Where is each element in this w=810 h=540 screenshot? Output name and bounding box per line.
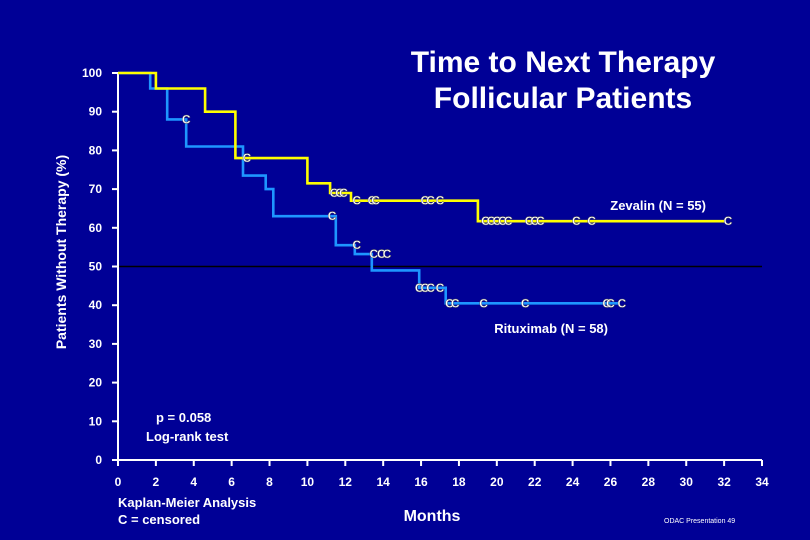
censor-mark-rituximab: C <box>479 296 488 310</box>
x-tick-label: 10 <box>301 475 315 489</box>
censor-mark-zevalin: C <box>352 194 361 208</box>
censor-mark-rituximab: C <box>602 296 611 310</box>
x-tick-label: 2 <box>153 475 160 489</box>
censor-mark-rituximab: C <box>415 281 424 295</box>
x-tick-label: 32 <box>717 475 731 489</box>
censor-mark-zevalin: C <box>572 214 581 228</box>
y-tick-label: 100 <box>82 66 102 80</box>
censor-mark-zevalin: C <box>367 194 376 208</box>
censor-mark-rituximab: C <box>242 151 251 165</box>
y-tick-label: 90 <box>89 105 103 119</box>
chart-title-line-1: Time to Next Therapy <box>411 46 716 79</box>
y-tick-label: 50 <box>89 260 103 274</box>
legend-zevalin: Zevalin (N = 55) <box>610 198 706 213</box>
x-axis-label: Months <box>404 508 461 525</box>
censor-mark-zevalin: C <box>330 186 339 200</box>
series-line-zevalin <box>118 71 725 223</box>
x-tick-label: 12 <box>339 475 353 489</box>
censor-mark-zevalin: C <box>536 214 545 228</box>
x-tick-label: 26 <box>604 475 618 489</box>
censor-mark-zevalin: C <box>339 186 348 200</box>
censor-mark-zevalin: C <box>525 214 534 228</box>
censor-mark-rituximab: C <box>421 281 430 295</box>
censor-mark-rituximab: C <box>521 296 530 310</box>
x-tick-label: 4 <box>190 475 197 489</box>
chart-title-line-2: Follicular Patients <box>434 82 692 115</box>
y-tick-label: 60 <box>89 221 103 235</box>
censor-mark-zevalin: C <box>436 194 445 208</box>
censor-mark-zevalin: C <box>426 194 435 208</box>
censor-mark-rituximab: C <box>182 112 191 126</box>
censor-mark-zevalin: C <box>421 194 430 208</box>
x-tick-label: 22 <box>528 475 542 489</box>
censor-mark-zevalin: C <box>481 214 490 228</box>
censor-mark-rituximab: C <box>328 209 337 223</box>
y-tick-label: 70 <box>89 182 103 196</box>
y-tick-label: 40 <box>89 298 103 312</box>
censor-mark-zevalin: C <box>335 186 344 200</box>
censor-mark-rituximab: C <box>377 247 386 261</box>
censor-mark-rituximab: C <box>445 296 454 310</box>
x-tick-label: 30 <box>680 475 694 489</box>
x-tick-label: 8 <box>266 475 273 489</box>
y-tick-label: 20 <box>89 376 103 390</box>
x-tick-label: 24 <box>566 475 580 489</box>
x-tick-label: 18 <box>452 475 466 489</box>
x-tick-label: 16 <box>414 475 428 489</box>
x-tick-label: 20 <box>490 475 504 489</box>
method-label: Kaplan-Meier Analysis <box>118 495 256 510</box>
x-tick-label: 6 <box>228 475 235 489</box>
censor-mark-rituximab: C <box>369 247 378 261</box>
footer-label: ODAC Presentation 49 <box>664 518 735 525</box>
x-tick-label: 14 <box>376 475 390 489</box>
censor-mark-rituximab: C <box>352 238 361 252</box>
censor-note-label: C = censored <box>118 512 200 527</box>
censor-mark-zevalin: C <box>487 214 496 228</box>
y-tick-label: 30 <box>89 337 103 351</box>
y-tick-label: 80 <box>89 143 103 157</box>
censor-mark-rituximab: C <box>451 296 460 310</box>
censor-mark-zevalin: C <box>492 214 501 228</box>
censor-mark-rituximab: C <box>426 281 435 295</box>
censor-mark-rituximab: C <box>606 296 615 310</box>
series-line-rituximab <box>118 71 620 305</box>
x-tick-label: 0 <box>115 475 122 489</box>
y-tick-label: 0 <box>95 453 102 467</box>
legend-rituximab: Rituximab (N = 58) <box>494 321 608 336</box>
censor-mark-zevalin: C <box>724 214 733 228</box>
x-tick-label: 28 <box>642 475 656 489</box>
p-value-label: p = 0.058 <box>156 410 211 425</box>
censor-mark-zevalin: C <box>371 194 380 208</box>
censor-mark-zevalin: C <box>530 214 539 228</box>
y-axis-label: Patients Without Therapy (%) <box>53 155 69 349</box>
censor-mark-rituximab: C <box>436 281 445 295</box>
x-tick-label: 34 <box>755 475 769 489</box>
censor-mark-zevalin: C <box>498 214 507 228</box>
censor-mark-zevalin: C <box>587 214 596 228</box>
test-label: Log-rank test <box>146 429 229 444</box>
y-tick-label: 10 <box>89 414 103 428</box>
censor-mark-zevalin: C <box>504 214 513 228</box>
censor-mark-rituximab: C <box>383 247 392 261</box>
censor-mark-rituximab: C <box>617 296 626 310</box>
